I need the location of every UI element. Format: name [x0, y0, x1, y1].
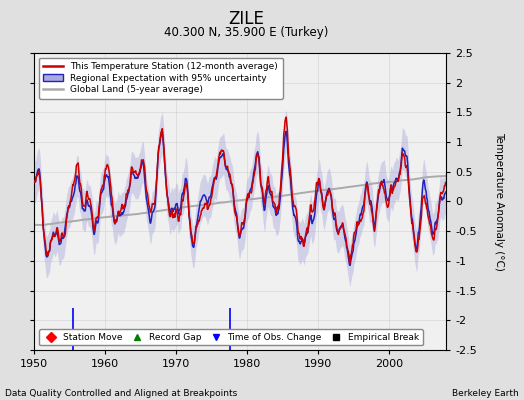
Text: Data Quality Controlled and Aligned at Breakpoints: Data Quality Controlled and Aligned at B… — [5, 389, 237, 398]
Y-axis label: Temperature Anomaly (°C): Temperature Anomaly (°C) — [494, 132, 504, 271]
Text: Berkeley Earth: Berkeley Earth — [452, 389, 519, 398]
Text: ZILE: ZILE — [228, 10, 264, 28]
Text: 40.300 N, 35.900 E (Turkey): 40.300 N, 35.900 E (Turkey) — [164, 26, 329, 39]
Legend: Station Move, Record Gap, Time of Obs. Change, Empirical Break: Station Move, Record Gap, Time of Obs. C… — [39, 329, 423, 346]
